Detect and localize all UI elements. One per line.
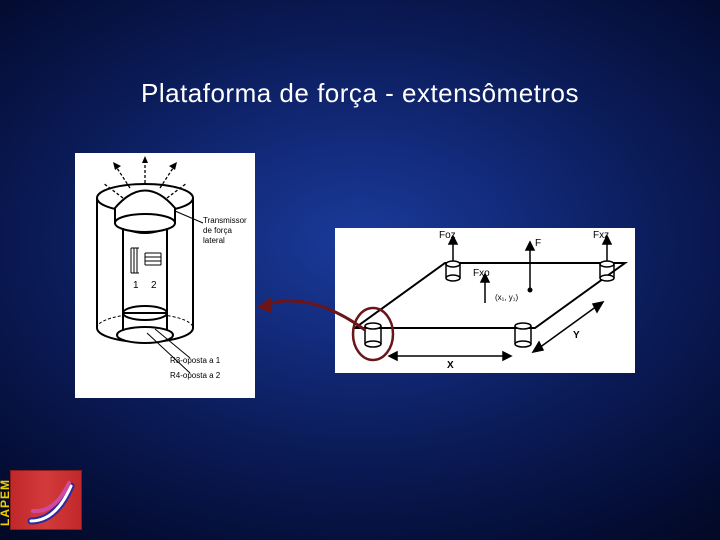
axis-x-label: X: [447, 360, 454, 371]
f-label: F: [535, 238, 541, 249]
fxo-label: Fxo: [473, 268, 490, 279]
fxz-label: Fxz: [593, 230, 609, 241]
axis-y-label: Y: [573, 330, 580, 341]
r3-label: R3-oposta a 1: [170, 356, 221, 365]
slide-title: Plataforma de força - extensômetros: [0, 78, 720, 109]
r4-label: R4-oposta a 2: [170, 371, 221, 380]
gauge-1-label: 1: [133, 280, 139, 291]
slide: Plataforma de força - extensômetros: [0, 0, 720, 540]
foz-label: Foz: [439, 230, 456, 241]
sensor-diagram: 1 2 Transmissor de força lateral R3-opos…: [75, 153, 255, 398]
logo-text: LAPEM: [0, 479, 12, 526]
transmitter-label-3: lateral: [203, 236, 225, 245]
xy-label: (x₁, y₁): [495, 293, 519, 302]
transmitter-label-2: de força: [203, 226, 232, 235]
gauge-2-label: 2: [151, 280, 157, 291]
platform-diagram: Foz F Fxz Fxo (x₁, y₁) X Y: [335, 228, 635, 373]
transmitter-label-1: Transmissor: [203, 216, 247, 225]
lapem-logo: LAPEM: [10, 470, 82, 530]
logo-background: [10, 470, 82, 530]
